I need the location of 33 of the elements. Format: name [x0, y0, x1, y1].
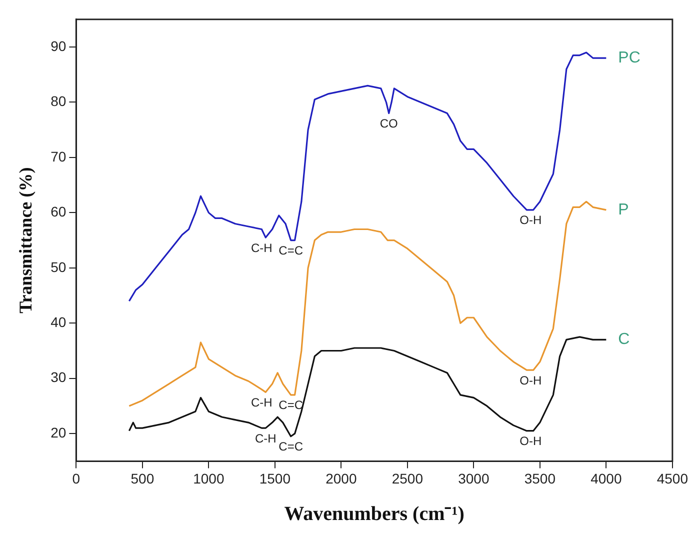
x-tick-label: 1500	[259, 470, 291, 486]
x-tick-label: 2500	[392, 470, 424, 486]
x-tick-label: 4000	[590, 470, 622, 486]
y-tick-label: 90	[50, 38, 66, 54]
y-tick-label: 40	[50, 314, 66, 330]
series-label: PC	[618, 49, 640, 66]
series-label: P	[618, 201, 629, 218]
x-tick-label: 500	[130, 470, 154, 486]
annotation: C=C	[278, 398, 304, 412]
series-label: C	[618, 331, 630, 348]
y-axis-title: Transmittance (%)	[15, 167, 36, 314]
x-tick-label: 1000	[193, 470, 224, 486]
annotation: C-H	[251, 395, 272, 410]
annotation: C=C	[278, 244, 304, 258]
annotation: O-H	[520, 213, 542, 228]
y-tick-label: 70	[50, 148, 66, 164]
x-tick-label: 2000	[326, 470, 357, 486]
annotation: CO	[380, 116, 398, 131]
x-tick-label: 4500	[656, 470, 688, 486]
y-tick-label: 30	[50, 369, 66, 386]
x-axis-title: Wavenumbers (cm⁻¹)	[284, 503, 464, 526]
y-tick-label: 80	[50, 93, 66, 110]
x-tick-label: 3500	[524, 470, 556, 486]
annotation: C=C	[278, 440, 304, 454]
annotation: C-H	[254, 431, 276, 446]
x-tick-label: 0	[72, 470, 80, 486]
y-tick-label: 50	[50, 258, 66, 275]
y-tick-label: 60	[50, 204, 66, 220]
annotation: C-H	[251, 240, 272, 255]
annotation: O-H	[520, 434, 542, 448]
x-tick-label: 3000	[458, 470, 490, 486]
y-tick-label: 20	[50, 424, 66, 440]
annotation: O-H	[520, 373, 542, 388]
